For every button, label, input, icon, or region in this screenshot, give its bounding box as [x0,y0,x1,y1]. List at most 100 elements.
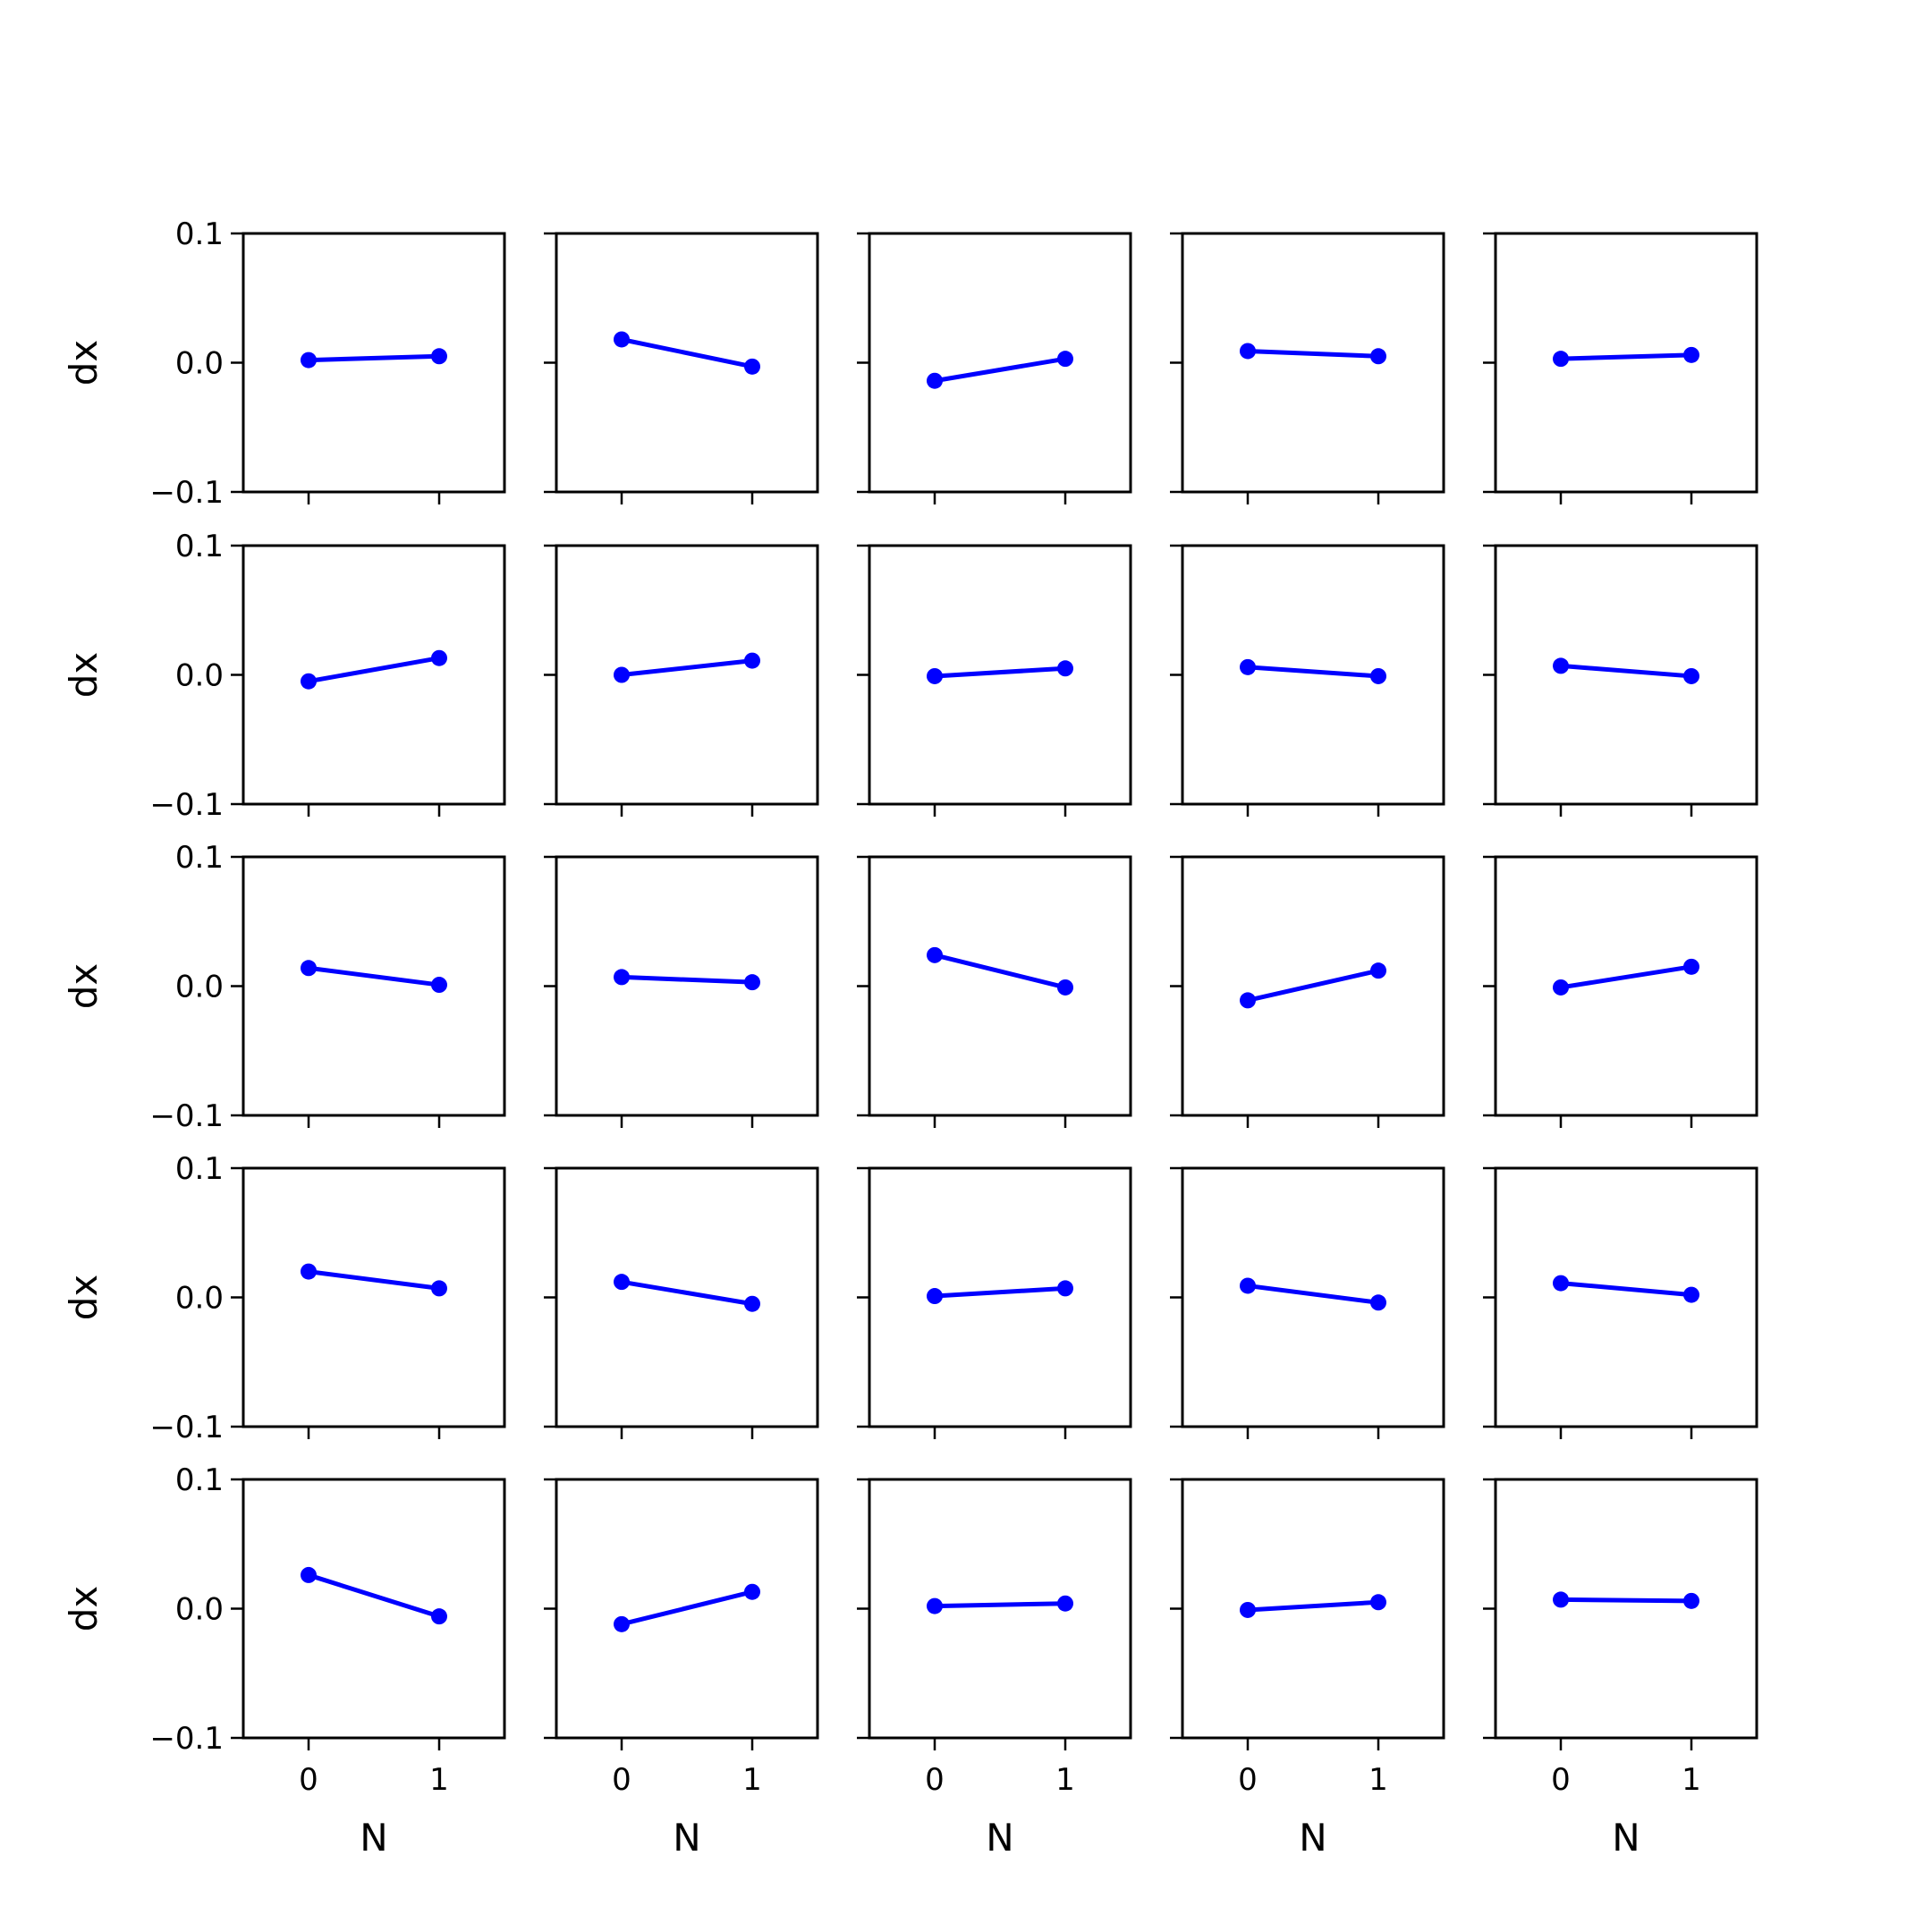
y-axis-label: dx [62,963,106,1010]
panel-r4-c1: −0.1 0.0 0.1 dx [62,1151,506,1445]
data-point [614,331,630,348]
data-point [744,974,760,991]
data-point [1370,667,1386,684]
y-tick-label: −0.1 [149,1721,224,1757]
y-tick-label: 0.1 [175,840,224,876]
panel-r5-c3: 0 1 N [857,1478,1132,1860]
panel-r3-c5 [1483,855,1758,1128]
panel-r3-c3 [857,855,1132,1128]
data-point [1553,1275,1569,1292]
data-point [927,372,943,389]
series-line [619,658,755,677]
axes-frame [555,544,819,806]
y-tick-label: 0.0 [175,1281,224,1317]
data-point [1683,958,1699,975]
axes-frame [1181,1478,1445,1740]
series-line [619,1589,755,1627]
data-point [744,652,760,669]
y-tick-label: 0.0 [175,658,224,694]
y-tick-label: 0.1 [175,529,224,564]
data-point [431,348,447,365]
x-axis-label: N [986,1816,1013,1860]
data-point [744,1583,760,1600]
axes-frame [555,1166,819,1428]
axes-frame [1181,232,1445,494]
x-tick-label: 0 [1238,1762,1258,1798]
series-line [306,656,442,684]
panel-r2-c4 [1170,544,1445,817]
x-tick-label: 0 [299,1762,318,1798]
axes-frame [1494,232,1758,494]
data-point [1370,348,1386,365]
series-line [932,953,1068,990]
data-point [431,649,447,666]
series-line [306,353,442,363]
data-point [301,1566,317,1583]
data-point [744,358,760,375]
data-point [301,673,317,690]
axes-frame [555,232,819,494]
data-point [431,1280,447,1297]
data-point [927,1288,943,1305]
data-point [1553,1591,1569,1608]
series-line [1245,665,1381,679]
series-line [1245,968,1381,1003]
data-point [1057,660,1073,677]
x-tick-label: 0 [612,1762,631,1798]
data-point [614,1615,630,1632]
panel-r5-c4: 0 1 N [1170,1478,1445,1860]
y-tick-label: 0.1 [175,1462,224,1498]
axes-frame [242,1166,506,1428]
axes-frame [868,232,1132,494]
x-tick-label: 1 [429,1762,449,1798]
data-point [1370,1294,1386,1311]
data-point [1683,346,1699,363]
panel-r1-c4 [1170,232,1445,504]
y-tick-label: 0.1 [175,216,224,252]
axes-frame [868,544,1132,806]
panel-r1-c2 [544,232,819,504]
data-point [927,946,943,963]
axes-frame [242,544,506,806]
data-point [1683,667,1699,684]
data-point [927,667,943,684]
data-point [744,1295,760,1312]
axes-frame [868,855,1132,1117]
panel-r5-c5: 0 1 N [1483,1478,1758,1860]
series-line [619,1279,755,1307]
series-line [1558,663,1694,679]
data-point [614,1274,630,1291]
panel-r2-c5 [1483,544,1758,817]
series-line [1558,1597,1694,1604]
axes-frame [242,232,506,494]
y-tick-label: −0.1 [149,1098,224,1134]
series-line [619,974,755,985]
y-tick-label: 0.1 [175,1151,224,1187]
panel-r4-c4 [1170,1166,1445,1439]
data-point [301,960,317,977]
y-tick-label: −0.1 [149,1410,224,1445]
panel-r5-c2: 0 1 N [544,1478,819,1860]
panel-r5-c1: −0.1 0.0 0.1 0 1 dx N [62,1462,506,1860]
series-line [932,1285,1068,1299]
data-point [1240,1277,1256,1294]
x-tick-label: 1 [1682,1762,1701,1798]
data-point [1057,1280,1073,1297]
panel-r2-c3 [857,544,1132,817]
y-tick-label: −0.1 [149,475,224,511]
axes-frame [242,1478,506,1740]
axes-frame [242,855,506,1117]
series-line [306,965,442,987]
axes-frame [1181,1166,1445,1428]
data-point [927,1597,943,1614]
data-point [1057,351,1073,368]
y-tick-label: 0.0 [175,970,224,1005]
x-axis-label: N [1612,1816,1640,1860]
data-point [614,666,630,683]
panel-r4-c3 [857,1166,1132,1439]
series-line [1558,964,1694,990]
series-line [932,1601,1068,1609]
y-axis-label: dx [62,1586,106,1632]
x-tick-label: 1 [1368,1762,1388,1798]
series-line [1558,352,1694,361]
